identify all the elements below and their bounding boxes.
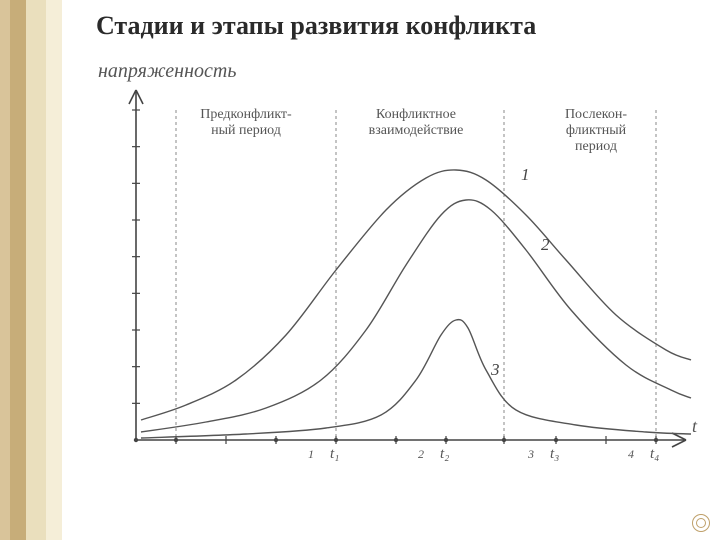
period-label: взаимодействие [369, 123, 464, 138]
origin-dot [134, 438, 138, 442]
x-tick-label: t₄ [650, 446, 659, 462]
x-tick-dot [274, 438, 278, 442]
x-tick-number: 2 [418, 447, 424, 461]
x-tick-dot [654, 438, 658, 442]
stripe-band [62, 0, 78, 540]
x-tick-dot [334, 438, 338, 442]
corner-ornament-icon [692, 514, 710, 532]
stripe-band [10, 0, 26, 540]
curve-2 [141, 200, 691, 432]
period-label: период [575, 139, 617, 154]
x-tick-dot [502, 438, 506, 442]
x-tick-label: t₁ [330, 446, 339, 462]
x-tick-label: t₃ [550, 446, 559, 462]
curve-label-1: 1 [521, 165, 530, 184]
page-title: Стадии и этапы развития конфликта [96, 10, 700, 41]
curve-1 [141, 170, 691, 420]
stripe-band [46, 0, 62, 540]
x-tick-number: 3 [527, 447, 534, 461]
x-axis-label: t [692, 416, 698, 436]
stripe-band [26, 0, 46, 540]
x-tick-dot [394, 438, 398, 442]
slide: Стадии и этапы развития конфликта напряж… [0, 0, 720, 540]
side-stripe [0, 0, 78, 540]
x-tick-dot [444, 438, 448, 442]
curve-label-3: 3 [490, 360, 500, 379]
curve-label-2: 2 [541, 235, 550, 254]
conflict-stages-chart: Предконфликт-ный период Конфликтноевзаимо… [96, 60, 706, 490]
stripe-band [0, 0, 10, 540]
period-label: Предконфликт- [200, 107, 292, 122]
x-tick-label: t₂ [440, 446, 449, 462]
x-tick-dot [174, 438, 178, 442]
period-label: Послекон- [565, 107, 627, 122]
period-label: ный период [211, 123, 281, 138]
period-label: Конфликтное [376, 107, 456, 122]
x-tick-number: 1 [308, 447, 314, 461]
period-label: фликтный [566, 123, 627, 138]
chart-area: напряженность Предконфликт-ный период Кон… [96, 60, 706, 540]
x-tick-dot [554, 438, 558, 442]
curve-3 [141, 320, 691, 438]
y-axis-label: напряженность [98, 60, 236, 83]
x-tick-number: 4 [628, 447, 634, 461]
